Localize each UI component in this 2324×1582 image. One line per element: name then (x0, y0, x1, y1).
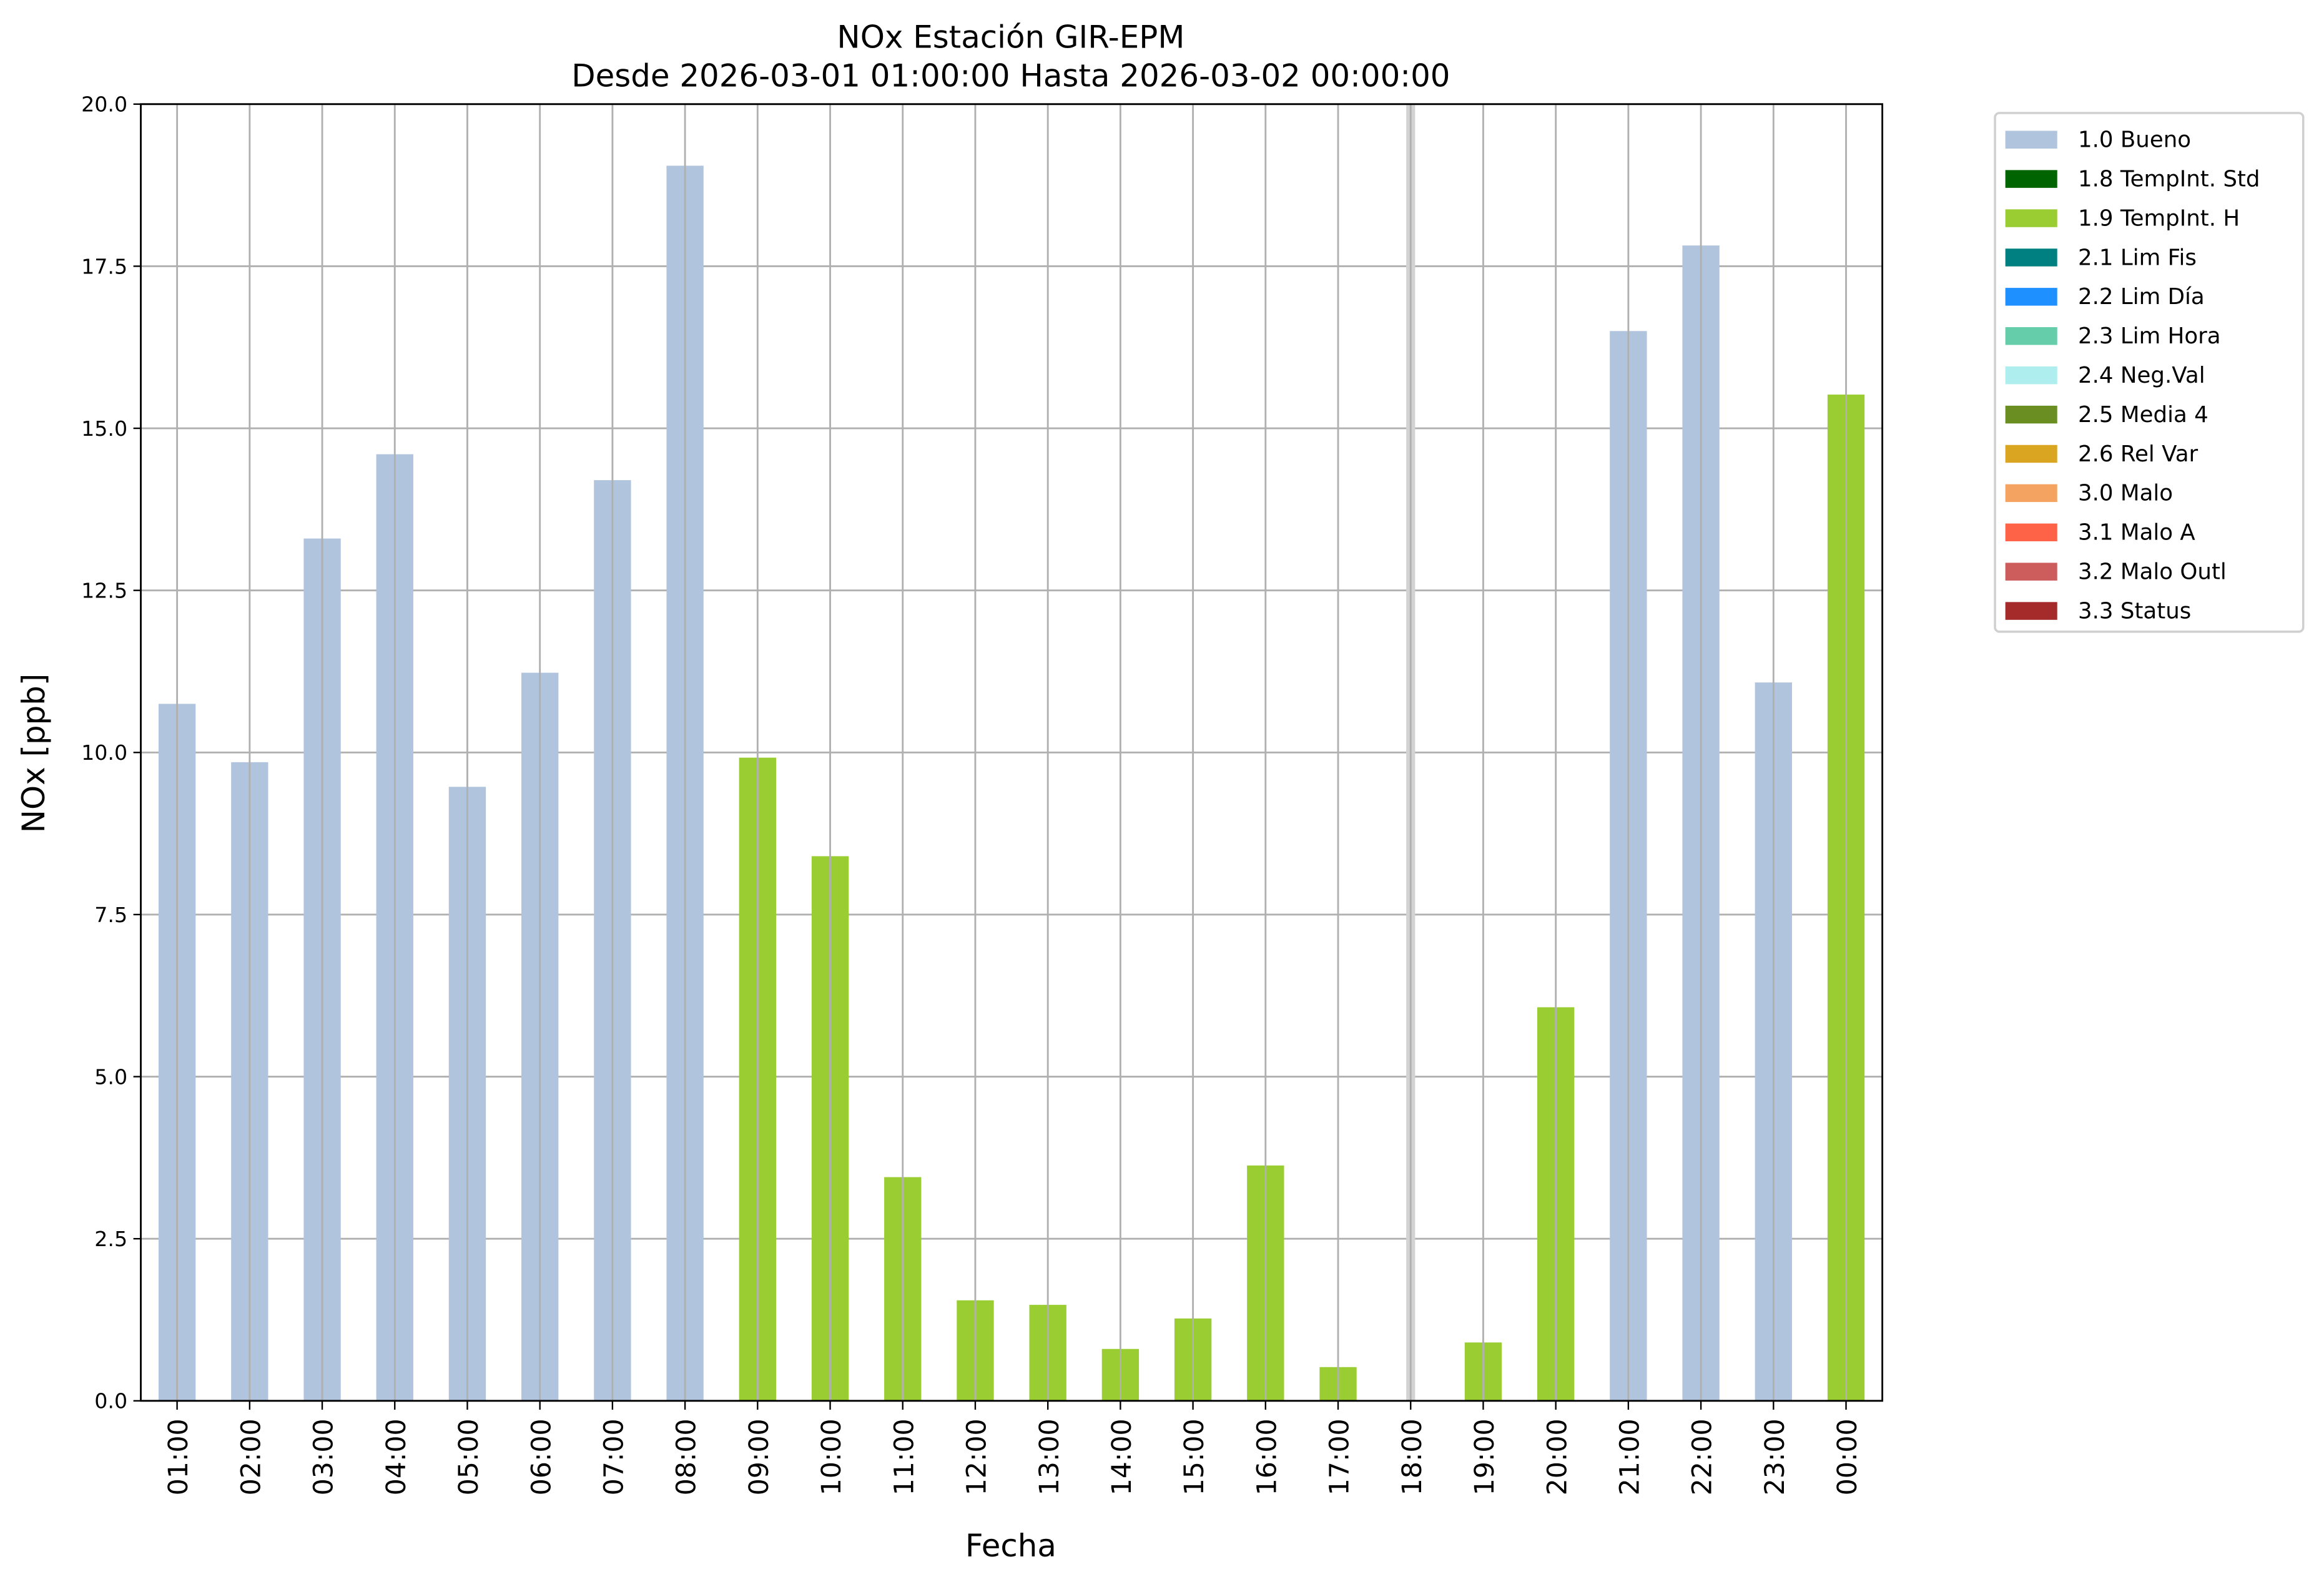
legend-label: 3.1 Malo A (2078, 520, 2195, 546)
legend: 1.0 Bueno 1.8 TempInt. Std 1.9 TempInt. H 2… (1994, 112, 2305, 633)
legend-swatch (2005, 405, 2057, 424)
legend-label: 1.0 Bueno (2078, 127, 2191, 153)
legend-swatch (2005, 209, 2057, 227)
y-tick-label: 7.5 (94, 903, 127, 927)
x-tick-label: 13:00 (1034, 1418, 1065, 1495)
x-tick-label: 10:00 (816, 1418, 847, 1495)
x-tick-label: 20:00 (1542, 1418, 1573, 1495)
y-tick-label: 12.5 (81, 579, 127, 603)
y-tick-label: 15.0 (81, 416, 127, 441)
legend-swatch (2005, 445, 2057, 463)
x-tick-label: 01:00 (163, 1418, 194, 1495)
x-tick-label: 05:00 (453, 1418, 485, 1495)
x-tick-label: 07:00 (599, 1418, 630, 1495)
legend-label: 3.3 Status (2078, 598, 2191, 624)
x-axis: 01:00 02:00 03:00 04:00 05:00 06:00 07:00 08:00… (163, 1400, 1863, 1495)
legend-label: 2.4 Neg.Val (2078, 363, 2205, 388)
x-tick-label: 15:00 (1179, 1418, 1210, 1495)
x-tick-label: 18:00 (1397, 1418, 1428, 1495)
x-tick-label: 02:00 (235, 1418, 267, 1495)
legend-label: 2.1 Lim Fis (2078, 245, 2197, 270)
legend-swatch (2005, 130, 2057, 149)
legend-label: 2.5 Media 4 (2078, 402, 2208, 428)
legend-label: 3.0 Malo (2078, 481, 2173, 506)
y-tick-label: 10.0 (81, 740, 127, 765)
chart-subtitle: Desde 2026-03-01 01:00:00 Hasta 2026-03-… (571, 57, 1450, 94)
x-tick-label: 04:00 (381, 1418, 412, 1495)
legend-label: 1.8 TempInt. Std (2078, 167, 2260, 192)
y-axis: 0.0 2.5 5.0 7.5 10.0 12.5 15.0 17.5 20.0 (81, 92, 141, 1413)
legend-label: 2.6 Rel Var (2078, 441, 2198, 467)
legend-frame (1994, 112, 2305, 633)
legend-swatch (2005, 523, 2057, 542)
x-tick-label: 00:00 (1832, 1418, 1863, 1495)
x-tick-label: 14:00 (1106, 1418, 1138, 1495)
x-tick-label: 16:00 (1251, 1418, 1283, 1495)
legend-label: 2.2 Lim Día (2078, 284, 2205, 310)
legend-swatch (2005, 327, 2057, 345)
legend-swatch (2005, 170, 2057, 188)
legend-label: 1.9 TempInt. H (2078, 205, 2240, 231)
x-tick-label: 09:00 (744, 1418, 775, 1495)
x-tick-label: 23:00 (1760, 1418, 1791, 1495)
x-tick-label: 17:00 (1324, 1418, 1356, 1495)
y-tick-label: 17.5 (81, 254, 127, 278)
legend-swatch (2005, 484, 2057, 503)
x-tick-label: 21:00 (1614, 1418, 1645, 1495)
y-tick-label: 20.0 (81, 92, 127, 117)
x-axis-label: Fecha (965, 1528, 1056, 1564)
legend-swatch (2005, 602, 2057, 620)
x-tick-label: 03:00 (308, 1418, 340, 1495)
legend-swatch (2005, 288, 2057, 306)
chart-title: NOx Estación GIR-EPM (837, 19, 1184, 56)
x-tick-label: 06:00 (526, 1418, 557, 1495)
legend-swatch (2005, 248, 2057, 267)
x-tick-label: 08:00 (671, 1418, 702, 1495)
y-tick-label: 5.0 (94, 1064, 127, 1089)
y-axis-label: NOx [ppb] (16, 674, 52, 833)
y-tick-label: 0.0 (94, 1389, 127, 1413)
legend-label: 2.3 Lim Hora (2078, 323, 2221, 349)
x-tick-label: 12:00 (962, 1418, 993, 1495)
legend-swatch (2005, 563, 2057, 581)
bars (158, 104, 1865, 1401)
x-tick-label: 11:00 (889, 1418, 920, 1495)
x-tick-label: 22:00 (1687, 1418, 1718, 1495)
legend-label: 3.2 Malo Outl (2078, 559, 2227, 585)
legend-swatch (2005, 366, 2057, 385)
x-tick-label: 19:00 (1469, 1418, 1500, 1495)
y-tick-label: 2.5 (94, 1227, 127, 1251)
